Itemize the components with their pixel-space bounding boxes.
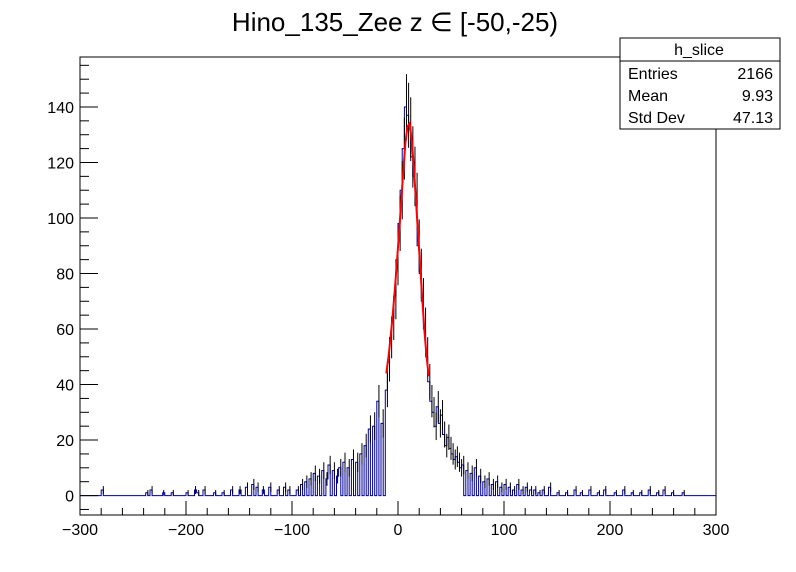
stats-box-title: h_slice — [674, 42, 724, 59]
stats-entries-value: 2166 — [737, 66, 773, 83]
y-tick-label: 140 — [47, 100, 74, 117]
y-tick-label: 60 — [56, 322, 74, 339]
fit-curve-group — [385, 121, 430, 377]
y-tick-label: 40 — [56, 378, 74, 395]
x-tick-label: −100 — [274, 522, 310, 539]
x-tick-label: −200 — [168, 522, 204, 539]
stats-stddev-value: 47.13 — [733, 110, 773, 127]
stats-box-frame — [619, 37, 781, 130]
y-axis: 0 20 40 60 80 100 120 140 — [47, 64, 98, 510]
x-tick-label: −300 — [62, 522, 98, 539]
stats-entries-label: Entries — [628, 66, 678, 83]
y-tick-label: 100 — [47, 211, 74, 228]
fit-curve — [385, 121, 430, 377]
stats-mean-label: Mean — [628, 88, 668, 105]
stats-stddev-label: Std Dev — [628, 110, 685, 127]
stats-mean-value: 9.93 — [742, 88, 773, 105]
x-axis: −300 −200 −100 0 100 200 300 — [62, 501, 729, 539]
stats-box: h_slice Entries 2166 Mean 9.93 Std Dev 4… — [619, 37, 781, 130]
y-tick-label: 120 — [47, 155, 74, 172]
y-tick-label: 0 — [65, 489, 74, 506]
x-tick-label: 200 — [597, 522, 624, 539]
x-tick-label: 300 — [703, 522, 730, 539]
x-tick-label: 100 — [491, 522, 518, 539]
x-tick-label: 0 — [394, 522, 403, 539]
chart-title: Hino_135_Zee z ∈ [-50,-25) — [232, 7, 558, 37]
y-tick-label: 80 — [56, 267, 74, 284]
y-tick-label: 20 — [56, 433, 74, 450]
